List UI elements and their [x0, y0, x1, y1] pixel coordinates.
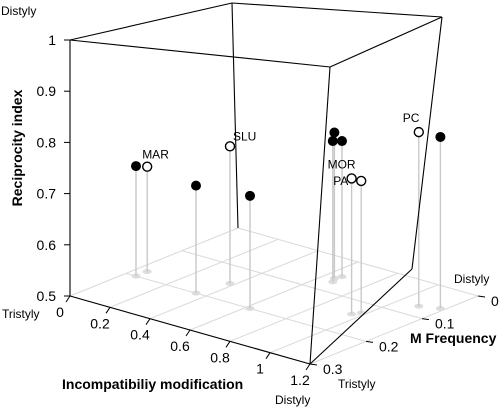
filled-marker-1-6 [435, 131, 446, 142]
x-right-end-label: Distyly [275, 393, 310, 407]
open-marker-0-1 [224, 141, 236, 152]
point-shadows [131, 269, 445, 317]
filled-marker-1-3 [329, 127, 340, 138]
y-tick-label-0: 0 [491, 293, 499, 309]
filled-marker-1-1 [191, 180, 201, 191]
data-markers: MAR SLU MOR PA PC [131, 111, 446, 201]
y-tick-label-3: 0.3 [323, 361, 343, 377]
z-tick-label-2: 0.7 [37, 186, 57, 202]
axes: Tristyly Distyly Distyly Tristyly Distyl… [1, 4, 499, 407]
x-tick-label-2: 0.4 [130, 327, 150, 343]
grid-line-x-3 [189, 261, 359, 331]
y-tick-mark-2 [365, 340, 374, 343]
grid-line-y-1 [181, 250, 423, 320]
y-tick-label-2: 0.2 [379, 338, 399, 354]
x-axis-title: Incompatibiliy modification [62, 376, 243, 392]
z-tick-label-5: 1 [48, 32, 56, 48]
y-tick-label-1: 0.1 [435, 316, 455, 332]
z-axis-title: Reciprocity index [9, 89, 25, 206]
z-tick-label-0: 0.5 [37, 288, 57, 304]
open-marker-0-3 [356, 175, 367, 187]
open-marker-0-0 [141, 161, 153, 172]
x-tick-mark-3 [185, 329, 191, 337]
x-tick-label-1: 0.2 [90, 315, 110, 331]
x-tick-mark-1 [105, 307, 111, 314]
x-tick-label-4: 0.8 [210, 349, 230, 365]
filled-marker-1-0 [131, 161, 141, 172]
x-tick-mark-4 [225, 341, 231, 348]
open-marker-0-2 [346, 173, 357, 184]
filled-marker-1-4 [327, 136, 338, 147]
drop-lines [135, 132, 442, 315]
z-tick-label-1: 0.6 [37, 237, 57, 253]
grid-line-x-5 [269, 284, 439, 354]
x-tick-label-3: 0.6 [170, 338, 190, 354]
point-label-pa: PA [333, 174, 348, 188]
x-tick-mark-6 [305, 363, 311, 371]
x-tick-mark-0 [65, 295, 71, 303]
y-near-end-label: Distyly [454, 272, 489, 286]
plot-box-back [69, 2, 443, 229]
z-tick-label-3: 0.8 [37, 134, 57, 150]
x-tick-mark-2 [145, 318, 151, 325]
grid-line-x-0 [69, 227, 239, 297]
point-label-mor: MOR [328, 157, 356, 171]
z-top-end-label: Distyly [1, 4, 36, 18]
point-label-mar: MAR [142, 148, 169, 162]
filled-marker-1-5 [337, 136, 347, 147]
z-tick-label-4: 0.9 [37, 83, 57, 99]
y-tick-mark-0 [477, 295, 486, 298]
x-tick-label-5: 1 [256, 361, 264, 377]
grid-line-x-1 [109, 238, 279, 308]
x-left-end-label: Tristyly [2, 307, 40, 321]
x-tick-mark-5 [265, 352, 271, 359]
point-label-slu: SLU [233, 129, 256, 143]
x-tick-label-6: 1.2 [290, 372, 310, 388]
grid-line-y-0 [237, 227, 479, 297]
plot-box-front [69, 16, 443, 365]
x-tick-label-0: 0 [56, 304, 64, 320]
point-label-pc: PC [403, 111, 420, 125]
y-axis-title: M Frequency [410, 330, 497, 346]
y-tick-mark-1 [421, 318, 430, 321]
y-far-end-label: Tristyly [338, 377, 376, 391]
grid-line-x-6 [309, 295, 479, 365]
filled-marker-1-2 [245, 190, 255, 201]
y-tick-mark-3 [309, 363, 318, 366]
open-marker-0-4 [413, 126, 424, 138]
